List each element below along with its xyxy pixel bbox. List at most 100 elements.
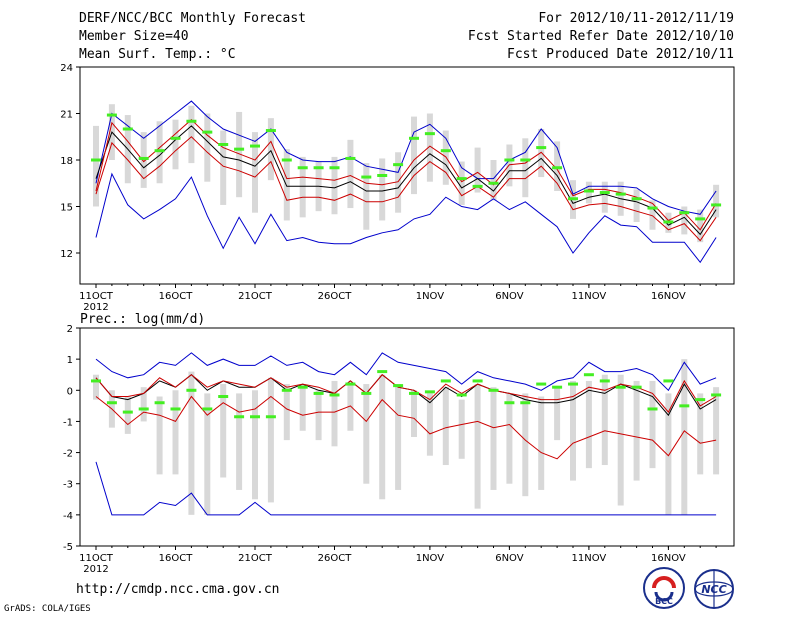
temp-observed-marker — [186, 119, 197, 123]
temp-range-bar — [554, 141, 561, 191]
prec-xtick-label: 6NOV — [495, 553, 524, 564]
temp-observed-marker — [631, 197, 642, 201]
prec-observed-marker — [218, 395, 229, 399]
temp-range-bar — [252, 132, 258, 213]
prec-range-bar — [633, 380, 640, 481]
ncc-logo-text: NCC — [701, 583, 726, 596]
temp-observed-marker — [106, 113, 117, 117]
bcc-logo-text: BCC — [655, 597, 673, 606]
start-refer-date: Fcst Started Refer Date 2012/10/10 — [467, 29, 734, 44]
temp-observed-marker — [456, 177, 467, 181]
precip-panel-title: Prec.: log(mm/d) — [80, 312, 205, 327]
temp-range-bar — [426, 113, 433, 182]
temp-xtick-label: 16OCT — [159, 291, 194, 302]
prec-range-bar — [188, 371, 195, 515]
temp-observed-marker — [313, 166, 324, 170]
temp-range-bar — [347, 139, 354, 209]
prec-ytick-label: -1 — [63, 417, 73, 428]
source-url[interactable]: http://cmdp.ncc.cma.gov.cn — [76, 582, 280, 597]
prec-observed-marker — [520, 401, 531, 405]
temp-range-bar — [204, 113, 211, 182]
temp-range-bar — [283, 149, 290, 221]
temp-range-bar — [156, 121, 163, 184]
prec-range-bar — [299, 384, 306, 431]
prec-observed-marker — [472, 379, 483, 383]
temp-range-bar — [681, 206, 688, 235]
temp-observed-marker — [91, 158, 101, 162]
prec-observed-marker — [488, 388, 499, 392]
temp-ytick-label: 21 — [60, 110, 73, 121]
prec-range-bar — [585, 380, 592, 469]
prec-range-bar — [267, 377, 274, 503]
temp-observed-marker — [329, 166, 340, 170]
prec-observed-marker — [647, 407, 658, 411]
produced-date: Fcst Produced Date 2012/10/11 — [507, 47, 734, 62]
temp-observed-marker — [218, 143, 229, 146]
prec-range-bar — [379, 374, 386, 500]
temp-range-bar — [220, 130, 227, 205]
temp-observed-marker — [265, 129, 276, 133]
prec-xtick-label: 16NOV — [651, 553, 686, 564]
prec-range-bar — [93, 374, 99, 400]
temp-observed-marker — [711, 203, 722, 207]
temp-observed-marker — [361, 175, 372, 179]
prec-range-bar — [315, 390, 322, 441]
prec-range-bar — [490, 387, 497, 490]
temp-observed-marker — [202, 130, 213, 134]
temp-observed-marker — [345, 156, 356, 160]
temp-range-bar — [585, 181, 592, 204]
prec-range-bar — [283, 384, 290, 441]
chart-title: DERF/NCC/BCC Monthly Forecast — [79, 11, 306, 26]
temp-observed-marker — [568, 197, 578, 201]
temp-observed-marker — [250, 144, 260, 148]
prec-observed-marker — [424, 390, 435, 394]
prec-observed-marker — [250, 415, 260, 419]
prec-series-lower-line — [95, 395, 717, 460]
temp-series-lower-line — [95, 136, 717, 242]
prec-observed-marker — [409, 391, 419, 395]
temp-ytick-label: 24 — [60, 63, 73, 74]
prec-observed-marker — [361, 391, 372, 395]
prec-observed-marker — [138, 407, 149, 411]
prec-observed-marker — [186, 388, 197, 392]
prec-observed-marker — [329, 393, 340, 397]
forecast-period: For 2012/10/11-2012/11/19 — [538, 11, 734, 26]
prec-observed-marker — [281, 388, 292, 392]
temp-ytick-label: 15 — [60, 203, 73, 214]
temp-range-bar — [363, 163, 370, 230]
temp-range-bar — [188, 105, 195, 164]
prec-range-bar — [697, 393, 704, 475]
prec-observed-marker — [297, 385, 308, 389]
prec-xtick-label: 21OCT — [238, 553, 273, 564]
prec-range-bar — [426, 393, 433, 456]
temp-year-label: 2012 — [83, 302, 108, 313]
temp-range-bar — [140, 132, 147, 188]
temp-xtick-label: 11OCT — [79, 291, 114, 302]
prec-range-bar — [411, 390, 417, 437]
prec-range-bar — [601, 374, 608, 466]
temp-range-bar — [522, 138, 529, 198]
temp-observed-marker — [552, 166, 563, 170]
prec-observed-marker — [313, 391, 324, 395]
prec-ytick-label: -3 — [63, 480, 73, 491]
prec-range-bar — [395, 384, 402, 490]
prec-ytick-label: 2 — [67, 324, 73, 335]
prec-range-bar — [236, 393, 243, 490]
prec-ytick-label: -5 — [63, 542, 73, 553]
prec-observed-marker — [265, 415, 276, 419]
temp-observed-marker — [122, 127, 133, 131]
prec-xtick-label: 1NOV — [416, 553, 445, 564]
prec-range-bar — [506, 393, 513, 484]
prec-range-bar — [713, 387, 720, 475]
prec-observed-marker — [599, 379, 610, 383]
prec-xtick-label: 16OCT — [159, 553, 194, 564]
prec-observed-marker — [170, 407, 181, 411]
prec-series-min-line — [95, 461, 717, 516]
prec-observed-marker — [154, 401, 165, 405]
prec-range-bar — [331, 380, 338, 447]
temp-observed-marker — [472, 184, 483, 188]
prec-observed-marker — [568, 382, 578, 386]
prec-observed-marker — [345, 382, 356, 386]
